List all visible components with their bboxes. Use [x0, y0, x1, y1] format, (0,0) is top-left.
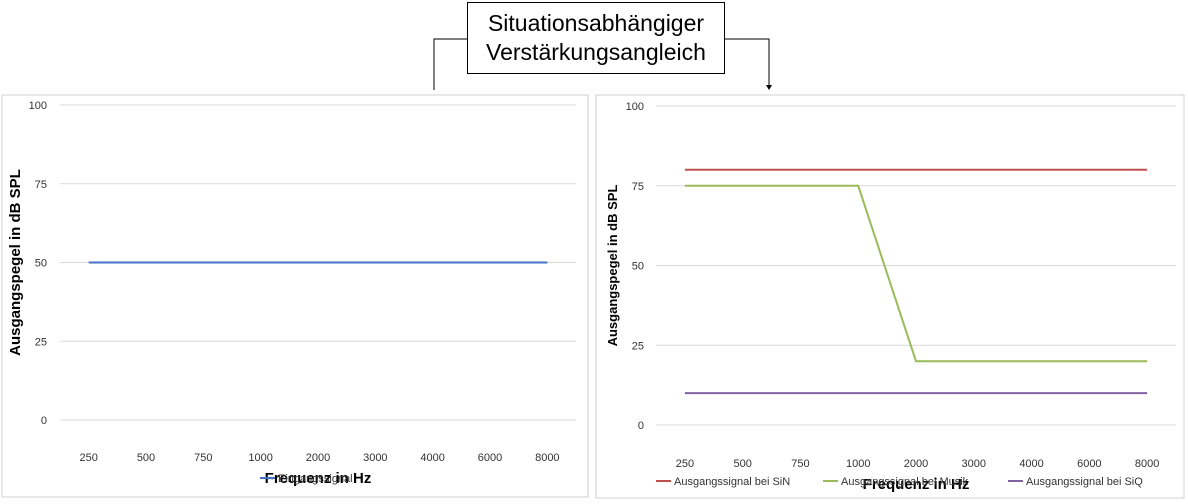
- y-tick-label: 100: [29, 100, 47, 112]
- x-tick-label: 750: [791, 458, 809, 470]
- y-tick-label: 25: [632, 340, 644, 352]
- chart-frame: [595, 94, 1185, 499]
- x-tick-label: 8000: [535, 452, 559, 464]
- x-tick-label: 3000: [962, 458, 986, 470]
- y-tick-label: 75: [632, 181, 644, 193]
- chart-ausgangssignal: 0 25 50 75 100 250 500 750 1000 2000 3000 4000 6000 8…: [595, 94, 1185, 499]
- x-tick-label: 750: [194, 452, 212, 464]
- y-tick-label: 25: [35, 336, 47, 348]
- x-tick-label: 6000: [478, 452, 502, 464]
- y-tick-label: 75: [35, 179, 47, 191]
- y-tick-label: 50: [35, 258, 47, 270]
- x-tick-label: 4000: [420, 452, 444, 464]
- y-axis-title: Ausgangspegel in dB SPL: [7, 169, 24, 356]
- x-tick-label: 250: [676, 458, 694, 470]
- y-axis-title: Ausgangspegel in dB SPL: [605, 185, 620, 347]
- x-axis-title: Frequenz in Hz: [863, 476, 970, 493]
- chart-frame: [1, 94, 589, 498]
- diagram-title-box: Situationsabhängiger Verstärkungsangleic…: [467, 2, 725, 74]
- connector-left: [433, 38, 467, 90]
- legend-label: Eingangssignal: [278, 473, 353, 485]
- y-tick-label: 100: [626, 101, 644, 113]
- x-tick-label: 3000: [363, 452, 387, 464]
- y-tick-label: 0: [638, 420, 644, 432]
- diagram-title-line-2: Verstärkungsangleich: [486, 39, 706, 65]
- legend-label: Ausgangssignal bei SiN: [674, 476, 790, 488]
- x-tick-label: 8000: [1135, 458, 1159, 470]
- x-tick-label: 6000: [1077, 458, 1101, 470]
- x-tick-label: 4000: [1019, 458, 1043, 470]
- arrow-head-icon: [766, 85, 772, 90]
- x-tick-label: 2000: [306, 452, 330, 464]
- diagram-title-line-1: Situationsabhängiger: [487, 10, 705, 36]
- series-line: [684, 184, 1148, 363]
- x-tick-label: 500: [137, 452, 155, 464]
- connector-right: [725, 38, 770, 86]
- legend-label: Ausgangssignal bei Musik: [841, 476, 969, 488]
- chart-eingangssignal: 0 25 50 75 100 250 500 750 1000 2000 3000 4000 6000 8…: [1, 94, 589, 498]
- x-tick-label: 1000: [846, 458, 870, 470]
- x-tick-label: 250: [79, 452, 97, 464]
- x-tick-label: 1000: [248, 452, 272, 464]
- connector-arrows: [433, 38, 772, 90]
- y-tick-label: 0: [41, 415, 47, 427]
- x-tick-label: 500: [733, 458, 751, 470]
- legend-label: Ausgangssignal bei SiQ: [1026, 476, 1143, 488]
- x-tick-label: 2000: [904, 458, 928, 470]
- x-axis-title: Frequenz in Hz: [265, 470, 372, 487]
- y-tick-label: 50: [632, 261, 644, 273]
